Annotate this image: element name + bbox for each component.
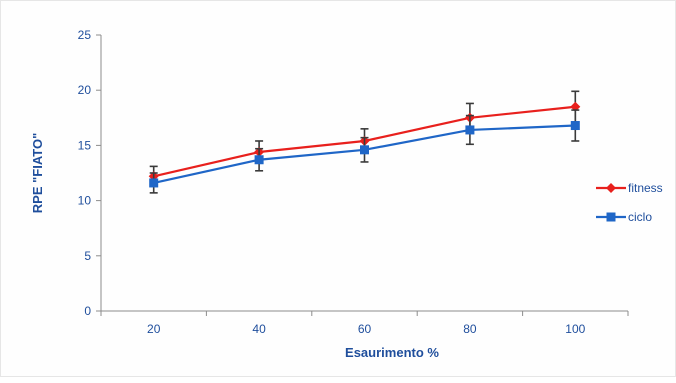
x-tick-label: 40 (252, 322, 266, 336)
x-axis: 20 40 60 80 100 (100, 310, 629, 336)
y-tick-label: 0 (84, 304, 91, 318)
x-tick-label: 60 (358, 322, 372, 336)
legend-label: fitness (628, 181, 663, 195)
legend-marker (606, 183, 616, 193)
data-point-ciclo (254, 155, 264, 165)
x-tick-label: 100 (565, 322, 585, 336)
y-axis: 0 5 10 15 20 25 (78, 28, 102, 318)
y-tick-label: 5 (84, 249, 91, 263)
data-point-fitness (570, 101, 581, 112)
series-layer (148, 90, 581, 194)
legend-label: ciclo (628, 210, 652, 224)
y-tick-label: 15 (78, 138, 92, 152)
legend: fitness ciclo (596, 181, 663, 224)
x-tick-label: 80 (463, 322, 477, 336)
y-tick-label: 20 (78, 83, 92, 97)
data-point-ciclo (465, 125, 475, 135)
legend-item-ciclo: ciclo (596, 210, 652, 224)
x-tick-label: 20 (147, 322, 161, 336)
data-point-ciclo (149, 178, 159, 188)
data-point-ciclo (360, 145, 369, 155)
legend-marker (606, 212, 616, 222)
data-point-ciclo (570, 121, 580, 131)
y-tick-label: 25 (78, 28, 92, 42)
series-ciclo (149, 109, 580, 194)
x-axis-title: Esaurimento % (345, 345, 439, 360)
legend-item-fitness: fitness (596, 181, 663, 195)
y-axis-title: RPE "FIATO" (30, 133, 45, 213)
y-tick-label: 10 (78, 194, 92, 208)
